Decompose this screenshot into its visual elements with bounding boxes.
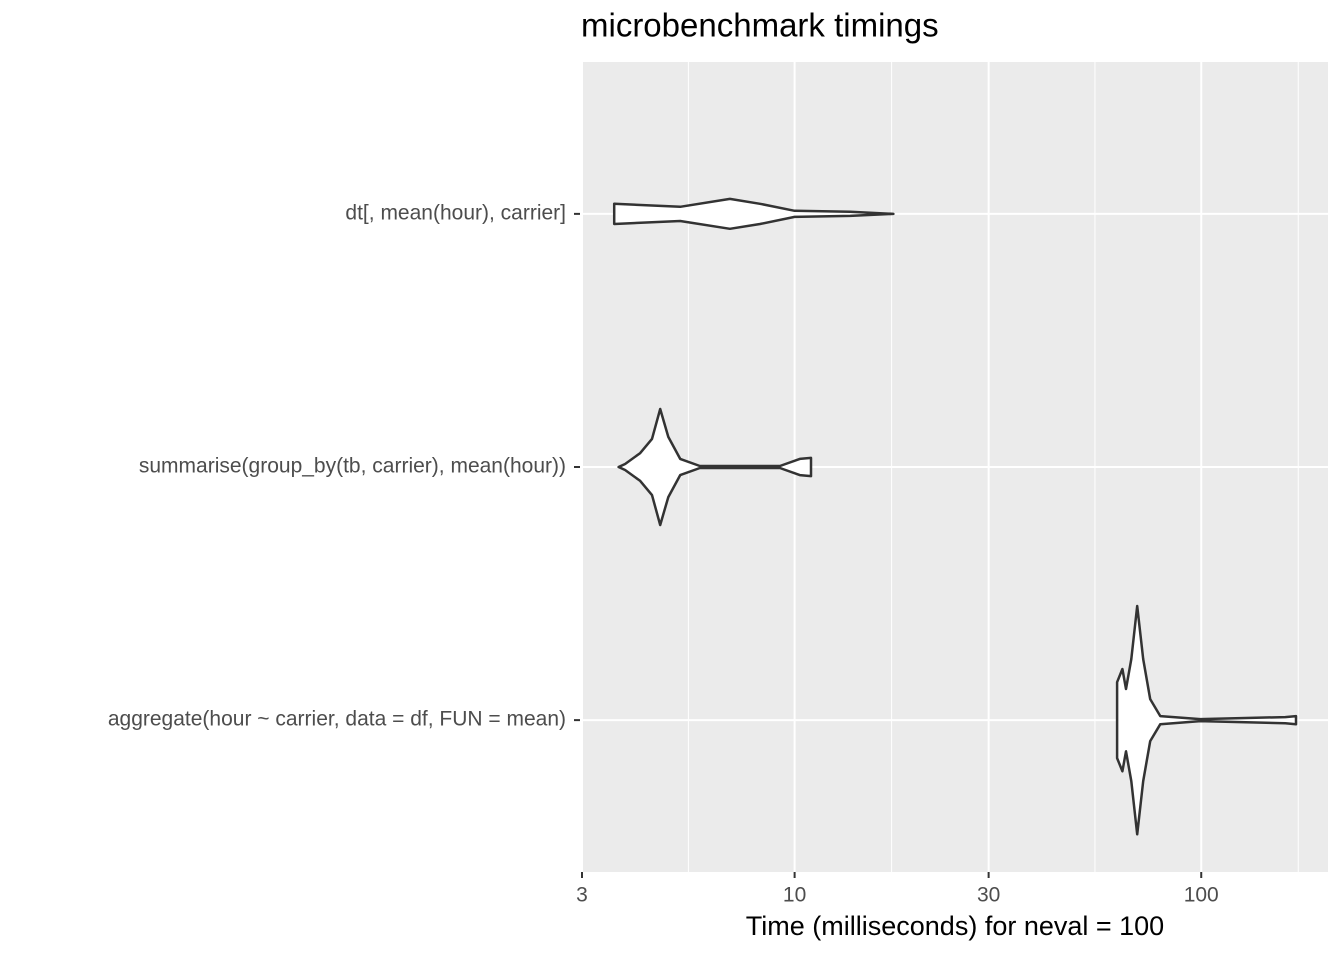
x-tick-label: 100	[1184, 884, 1219, 907]
x-tick-label: 30	[977, 884, 1000, 907]
violin-body	[617, 407, 813, 527]
violin	[617, 407, 813, 527]
x-axis-label: Time (milliseconds) for neval = 100	[746, 911, 1164, 941]
chart-title: microbenchmark timings	[581, 7, 939, 44]
y-tick-label: dt[, mean(hour), carrier]	[345, 201, 566, 224]
violin	[1115, 604, 1298, 836]
violin-body	[1115, 604, 1298, 836]
x-tick-label: 3	[576, 884, 588, 907]
y-tick-label: aggregate(hour ~ carrier, data = df, FUN…	[108, 708, 566, 731]
violin-body	[612, 197, 895, 231]
x-tick-label: 10	[783, 884, 806, 907]
y-tick-label: summarise(group_by(tb, carrier), mean(ho…	[139, 455, 566, 478]
violin	[612, 197, 895, 231]
